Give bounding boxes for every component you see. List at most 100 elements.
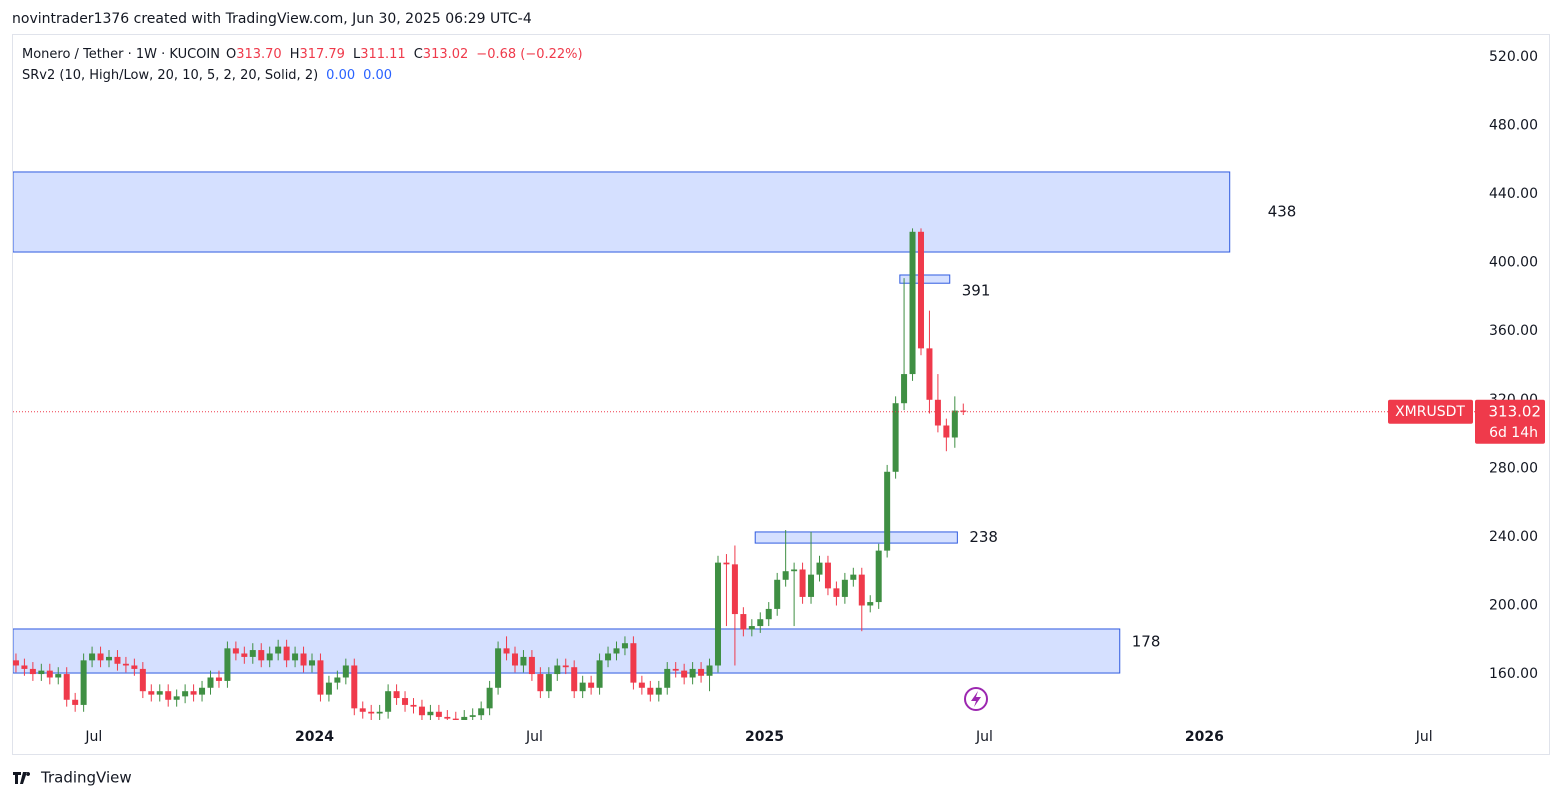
candle-body: [520, 656, 527, 666]
candle-body: [774, 579, 781, 609]
candle-body: [308, 660, 315, 666]
candle-body: [317, 660, 324, 695]
candle-body: [943, 425, 950, 438]
indicator-legend: SRv2 (10, High/Low, 20, 10, 5, 2, 20, So…: [22, 68, 392, 83]
axes: 160.00200.00240.00280.00320.00360.00400.…: [84, 49, 1545, 745]
candle-body: [672, 668, 679, 671]
candle-body: [655, 687, 662, 695]
ohlc-key: O: [226, 47, 236, 62]
sr-zone: [13, 171, 1231, 253]
candle-body: [841, 579, 848, 597]
candle-body: [706, 665, 713, 676]
alert-icon[interactable]: [964, 687, 988, 711]
plot-area: [13, 171, 1475, 720]
candle-body: [723, 562, 730, 565]
zone-label: 178: [1132, 633, 1161, 651]
candle-body: [241, 653, 248, 657]
candle-body: [292, 653, 299, 661]
candle-body: [960, 410, 967, 412]
price-tag-label: 313.02: [1489, 402, 1542, 420]
candle-body: [38, 670, 45, 675]
candle-body: [714, 562, 721, 666]
x-tick-label: 2026: [1185, 729, 1224, 745]
candle-body: [418, 706, 425, 716]
candle-body: [461, 716, 468, 720]
candle-body: [13, 660, 19, 666]
candle-body: [351, 665, 358, 709]
x-tick-label: Jul: [1415, 729, 1433, 745]
candle-body: [951, 410, 958, 438]
candle-body: [249, 650, 256, 657]
candle-body: [528, 656, 535, 675]
candle-body: [537, 674, 544, 692]
candle-body: [139, 668, 146, 692]
indicator-value: 0.00: [363, 68, 392, 83]
candle-body: [816, 562, 823, 575]
candle-body: [46, 670, 53, 678]
candle-body: [72, 699, 79, 705]
x-tick-label: 2024: [295, 729, 334, 745]
candle-body: [799, 569, 806, 597]
candle-body: [300, 653, 307, 666]
candle-body: [63, 674, 70, 700]
ohlc-key: L: [353, 47, 361, 62]
ohlc-value: 317.79: [299, 47, 345, 62]
candle-body: [89, 653, 96, 661]
candle-body: [97, 653, 104, 661]
candle-body: [190, 691, 197, 695]
candle-body: [342, 665, 349, 678]
candle-body: [850, 574, 857, 580]
candle-body: [393, 691, 400, 699]
candle-body: [478, 708, 485, 716]
candle-body: [884, 471, 891, 551]
candle-body: [486, 687, 493, 709]
y-tick-label: 240.00: [1489, 529, 1538, 545]
candle-body: [131, 665, 138, 669]
symbol-tag: [1388, 399, 1473, 424]
attribution: novintrader1376 created with TradingView…: [12, 11, 532, 27]
candle-body: [402, 698, 409, 705]
candle-body: [334, 677, 341, 683]
candle-body: [892, 403, 899, 472]
candle-body: [554, 665, 561, 675]
candle-body: [215, 677, 222, 681]
ohlc-value: 313.70: [236, 47, 282, 62]
candle-body: [156, 691, 163, 695]
candle-body: [765, 608, 772, 620]
ohlc-value: 311.11: [360, 47, 406, 62]
candle-body: [867, 602, 874, 606]
candle-body: [114, 656, 121, 664]
x-tick-label: Jul: [84, 729, 102, 745]
symbol-tag-label: XMRUSDT: [1395, 404, 1465, 420]
y-tick-label: 440.00: [1489, 186, 1538, 202]
candle-body: [545, 674, 552, 692]
candle-body: [875, 550, 882, 603]
candle-body: [791, 569, 798, 572]
symbol: Monero / Tether · 1W · KUCOIN: [22, 47, 220, 62]
sr-zone: [754, 531, 958, 544]
candle-body: [824, 562, 831, 589]
indicator: SRv2 (10, High/Low, 20, 10, 5, 2, 20, So…: [22, 68, 318, 83]
candle-body: [495, 648, 502, 688]
candle-body: [106, 656, 113, 661]
candle-body: [664, 668, 671, 688]
candle-body: [681, 670, 688, 678]
zone-label: 438: [1268, 202, 1297, 220]
candle-body: [410, 704, 417, 707]
candle-body: [283, 646, 290, 661]
candle-body: [376, 711, 383, 714]
tradingview-logo: TradingView: [13, 769, 132, 787]
candle-body: [917, 231, 924, 349]
candle-body: [266, 653, 273, 661]
candle-body: [808, 574, 815, 597]
ohlc-key: H: [290, 47, 300, 62]
candle-body: [638, 682, 645, 688]
y-tick-label: 280.00: [1489, 460, 1538, 476]
candle-body: [21, 665, 28, 669]
candle-body: [909, 231, 916, 375]
candle-body: [562, 665, 569, 668]
ohlc-value: 313.02: [423, 47, 469, 62]
indicator-value: 0.00: [326, 68, 355, 83]
candle-body: [435, 711, 442, 717]
